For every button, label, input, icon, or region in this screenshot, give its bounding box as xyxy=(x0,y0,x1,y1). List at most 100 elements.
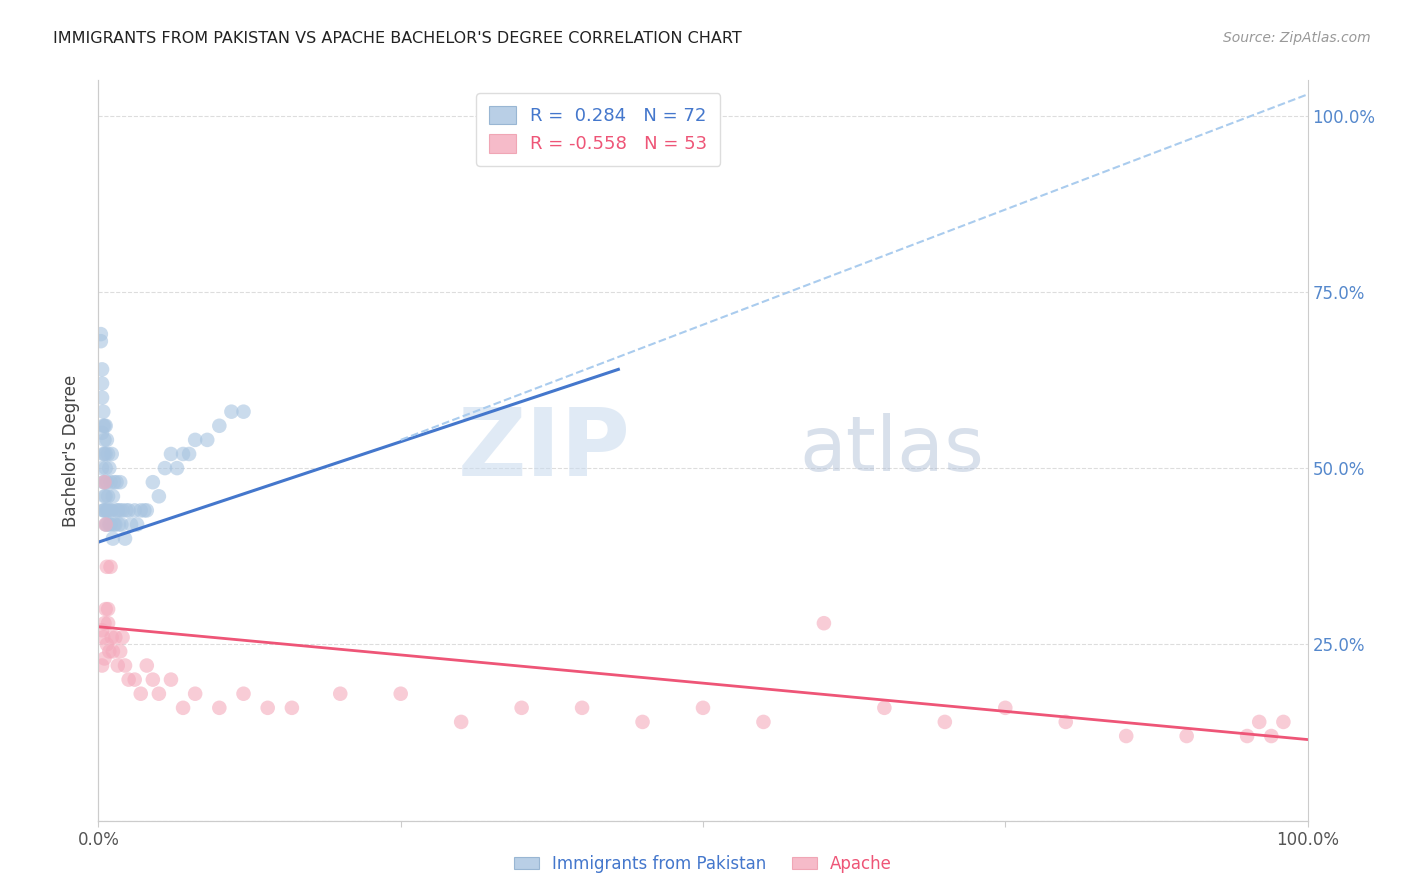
Point xyxy=(93,418,115,433)
Point xyxy=(124,673,146,687)
Point xyxy=(134,503,156,517)
Point xyxy=(98,644,121,658)
Point xyxy=(91,425,114,440)
Point xyxy=(329,687,352,701)
Point xyxy=(93,503,115,517)
Point xyxy=(1249,714,1271,729)
Point xyxy=(91,658,114,673)
Point xyxy=(97,602,120,616)
Point xyxy=(105,503,128,517)
Point xyxy=(631,714,654,729)
Point xyxy=(91,475,114,490)
Point xyxy=(752,714,775,729)
Point xyxy=(97,447,120,461)
Point xyxy=(91,391,114,405)
Point xyxy=(221,405,243,419)
Point xyxy=(1272,714,1295,729)
Point xyxy=(450,714,472,729)
Point xyxy=(111,630,134,644)
Point xyxy=(94,461,117,475)
Point xyxy=(208,418,231,433)
Point xyxy=(93,489,115,503)
Point xyxy=(142,673,165,687)
Point xyxy=(100,559,122,574)
Point xyxy=(96,433,118,447)
Point xyxy=(1054,714,1077,729)
Point xyxy=(148,687,170,701)
Point xyxy=(100,475,122,490)
Point xyxy=(97,503,120,517)
Point xyxy=(256,701,278,715)
Point xyxy=(208,701,231,715)
Point xyxy=(104,630,127,644)
Point xyxy=(107,658,129,673)
Point xyxy=(184,433,207,447)
Point xyxy=(389,687,412,701)
Point xyxy=(94,447,117,461)
Point xyxy=(281,701,304,715)
Point xyxy=(96,517,118,532)
Point xyxy=(105,475,128,490)
Point xyxy=(91,624,114,638)
Point xyxy=(813,616,835,631)
Point xyxy=(98,461,121,475)
Point xyxy=(1115,729,1137,743)
Point xyxy=(571,701,593,715)
Point xyxy=(90,334,112,348)
Point xyxy=(104,517,127,532)
Point xyxy=(135,658,157,673)
Point xyxy=(184,687,207,701)
Point xyxy=(135,503,157,517)
Point xyxy=(1175,729,1198,743)
Point xyxy=(148,489,170,503)
Point xyxy=(93,447,115,461)
Point xyxy=(97,616,120,631)
Point xyxy=(90,327,112,342)
Point xyxy=(195,433,218,447)
Point xyxy=(91,405,114,419)
Point xyxy=(115,503,138,517)
Point xyxy=(96,503,118,517)
Point xyxy=(93,503,115,517)
Point xyxy=(94,517,117,532)
Point xyxy=(93,616,115,631)
Point xyxy=(94,418,117,433)
Point xyxy=(98,517,121,532)
Point xyxy=(172,701,194,715)
Point xyxy=(103,517,125,532)
Point xyxy=(124,503,146,517)
Point xyxy=(91,503,114,517)
Point xyxy=(118,503,141,517)
Point xyxy=(153,461,176,475)
Point xyxy=(100,517,122,532)
Point xyxy=(232,405,254,419)
Point xyxy=(108,503,131,517)
Point xyxy=(93,475,115,490)
Legend: R =  0.284   N = 72, R = -0.558   N = 53: R = 0.284 N = 72, R = -0.558 N = 53 xyxy=(477,93,720,166)
Point xyxy=(510,701,533,715)
Point xyxy=(129,687,152,701)
Point xyxy=(873,701,896,715)
Point xyxy=(232,687,254,701)
Point xyxy=(91,447,114,461)
Point xyxy=(142,475,165,490)
Point xyxy=(91,461,114,475)
Point xyxy=(100,630,122,644)
Point xyxy=(94,517,117,532)
Point xyxy=(127,517,149,532)
Point xyxy=(994,701,1017,715)
Point xyxy=(101,489,124,503)
Point xyxy=(97,489,120,503)
Point xyxy=(114,532,136,546)
Point xyxy=(91,362,114,376)
Point xyxy=(94,602,117,616)
Point xyxy=(692,701,714,715)
Point xyxy=(108,475,131,490)
Point xyxy=(172,447,194,461)
Point xyxy=(100,503,122,517)
Point xyxy=(107,503,129,517)
Point xyxy=(160,447,183,461)
Point xyxy=(101,644,124,658)
Point xyxy=(91,418,114,433)
Text: ZIP: ZIP xyxy=(457,404,630,497)
